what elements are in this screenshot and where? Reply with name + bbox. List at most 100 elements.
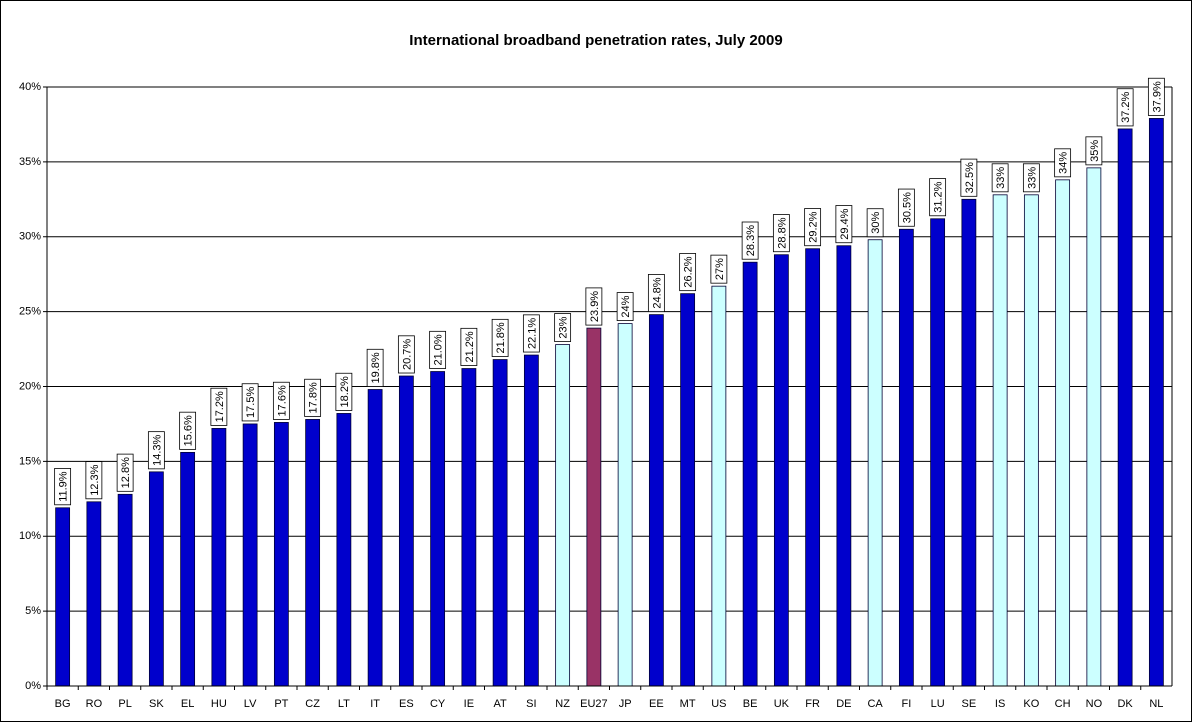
x-tick-label: BG <box>55 698 71 710</box>
value-label-text: 34% <box>1058 152 1070 174</box>
y-tick-label: 35% <box>19 156 41 168</box>
value-label-box <box>304 378 322 417</box>
y-tick-label: 5% <box>25 605 41 617</box>
value-label-box <box>960 158 978 197</box>
bar <box>773 254 789 687</box>
x-tick-label: IT <box>370 698 380 710</box>
value-label-text: 22.1% <box>526 318 538 349</box>
value-label: 12.8% <box>116 453 134 492</box>
value-label-box <box>1054 148 1072 178</box>
x-tick-label: US <box>711 698 726 710</box>
value-label-box <box>710 254 728 284</box>
value-label-box <box>585 287 603 326</box>
x-tick-label: AT <box>494 698 508 710</box>
value-label: 17.8% <box>304 378 322 417</box>
value-label: 32.5% <box>960 158 978 197</box>
bar <box>867 239 883 687</box>
value-label-text: 28.3% <box>745 225 757 256</box>
value-label-text: 20.7% <box>401 339 413 370</box>
value-label: 34% <box>1054 148 1072 178</box>
value-label: 28.3% <box>741 221 759 260</box>
value-label: 37.2% <box>1116 88 1134 127</box>
x-tick-label: EL <box>181 698 194 710</box>
value-label-text: 24% <box>620 295 632 317</box>
value-label-text: 14.3% <box>151 434 163 465</box>
x-tick-label: FR <box>805 698 820 710</box>
y-tick-label: 10% <box>19 530 41 542</box>
x-tick-label: EU27 <box>580 698 608 710</box>
value-label: 11.9% <box>54 468 72 506</box>
x-tick-label: SE <box>962 698 977 710</box>
bar <box>961 198 977 687</box>
value-label-box <box>991 163 1009 193</box>
value-label-box <box>241 383 259 422</box>
value-label-box <box>85 461 103 500</box>
value-label: 21.2% <box>460 327 478 366</box>
value-label-text: 30.5% <box>901 192 913 223</box>
value-label-box <box>335 372 353 411</box>
bar <box>398 375 414 687</box>
y-tick-label: 30% <box>19 231 41 243</box>
x-tick-label: FI <box>901 698 911 710</box>
x-tick-label: IE <box>464 698 474 710</box>
x-tick-label: HU <box>211 698 227 710</box>
value-label-text: 21.0% <box>433 334 445 365</box>
value-label-box <box>804 208 822 247</box>
value-label-box <box>616 292 634 322</box>
value-label-text: 17.2% <box>214 391 226 422</box>
value-label-text: 37.2% <box>1120 92 1132 123</box>
bar <box>1055 179 1071 687</box>
value-label: 29.2% <box>804 208 822 247</box>
value-label-text: 26.2% <box>683 256 695 287</box>
x-tick-label: EE <box>649 698 664 710</box>
value-label-box <box>897 188 915 227</box>
value-label-text: 28.8% <box>776 217 788 248</box>
value-label: 23.9% <box>585 287 603 326</box>
x-tick-label: UK <box>774 698 790 710</box>
x-tick-label: MT <box>680 698 696 710</box>
value-label-text: 31.2% <box>933 181 945 212</box>
bar <box>617 323 633 687</box>
value-label-box <box>522 314 540 353</box>
x-tick-label: NO <box>1086 698 1103 710</box>
y-tick-label: 25% <box>19 306 41 318</box>
value-label: 33% <box>1022 163 1040 193</box>
value-label-box <box>272 381 290 420</box>
value-label: 21.8% <box>491 318 509 357</box>
value-label-box <box>460 327 478 366</box>
value-label: 14.3% <box>147 431 165 470</box>
value-label-box <box>429 330 447 369</box>
value-label-box <box>866 208 884 238</box>
value-label-box <box>772 214 790 253</box>
y-tick-label: 15% <box>19 455 41 467</box>
value-label-text: 17.6% <box>276 385 288 416</box>
bar <box>86 501 102 687</box>
bar <box>992 194 1008 687</box>
x-tick-label: SI <box>526 698 536 710</box>
x-tick-label: SK <box>149 698 164 710</box>
bar <box>55 507 71 687</box>
value-label: 19.8% <box>366 348 384 387</box>
value-label: 27% <box>710 254 728 284</box>
bar <box>273 422 289 687</box>
bar <box>648 314 664 687</box>
value-label: 35% <box>1085 136 1103 166</box>
bar <box>1086 167 1102 687</box>
value-label: 26.2% <box>679 253 697 292</box>
value-label: 17.5% <box>241 383 259 422</box>
x-tick-label: RO <box>86 698 103 710</box>
value-label-text: 30% <box>870 212 882 234</box>
value-label: 17.2% <box>210 387 228 426</box>
value-label-box <box>397 335 415 374</box>
value-label-text: 35% <box>1089 140 1101 162</box>
x-tick-label: ES <box>399 698 414 710</box>
bar <box>930 218 946 687</box>
value-label-box <box>179 411 197 450</box>
bar <box>742 261 758 687</box>
x-tick-label: CH <box>1055 698 1071 710</box>
value-label: 17.6% <box>272 381 290 420</box>
value-label-text: 15.6% <box>183 415 195 446</box>
value-label-text: 23% <box>558 316 570 338</box>
x-tick-label: CA <box>867 698 883 710</box>
value-label-box <box>491 318 509 357</box>
